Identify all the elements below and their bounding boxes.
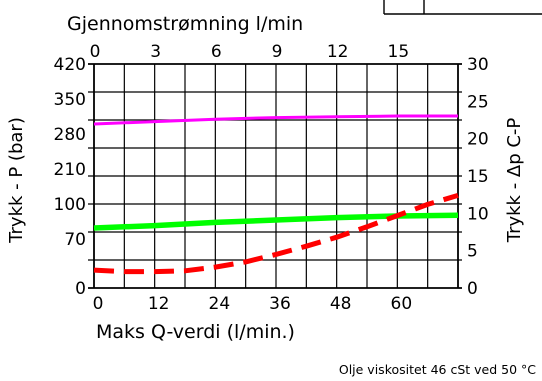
left-tick-label: 420 — [54, 55, 86, 75]
left-tick-label: 100 — [54, 195, 86, 215]
right-tick-label: 5 — [467, 242, 478, 262]
top-tick-label: 12 — [327, 42, 349, 62]
bottom-tick-label: 0 — [93, 294, 104, 314]
bottom-tick-label: 24 — [209, 294, 231, 314]
right-tick-label: 25 — [467, 92, 489, 112]
left-axis-ticks: 420 350 280 210 100 70 0 — [54, 55, 86, 299]
right-tick-label: 10 — [467, 204, 489, 224]
bottom-axis-ticks: 0 12 24 36 48 60 — [93, 294, 413, 314]
bottom-axis-title: Maks Q-verdi (l/min.) — [96, 321, 295, 343]
right-tick-label: 0 — [467, 279, 478, 299]
right-axis-title: Trykk - Δp C-P — [504, 118, 525, 244]
left-tick-label: 280 — [54, 125, 86, 145]
corner-table-fragment — [383, 0, 542, 15]
top-tick-label: 3 — [150, 42, 161, 62]
chart-grid — [88, 63, 462, 289]
top-tick-label: 9 — [272, 42, 283, 62]
left-axis-title: Trykk - P (bar) — [6, 117, 27, 244]
bottom-tick-label: 60 — [391, 294, 413, 314]
left-tick-label: 350 — [54, 90, 86, 110]
series-line-2 — [93, 193, 459, 275]
bottom-tick-label: 48 — [330, 294, 352, 314]
bottom-tick-label: 36 — [269, 294, 291, 314]
right-tick-label: 15 — [467, 167, 489, 187]
top-axis-ticks: 0 3 6 9 12 15 — [90, 42, 410, 62]
top-axis-title: Gjennomstrømning l/min — [67, 13, 303, 35]
left-tick-label: 70 — [64, 230, 86, 250]
series-line-0 — [93, 114, 458, 126]
top-tick-label: 15 — [388, 42, 410, 62]
viscosity-note: Olje viskositet 46 cSt ved 50 °C — [339, 362, 536, 377]
bottom-tick-label: 12 — [148, 294, 170, 314]
left-tick-label: 210 — [54, 160, 86, 180]
right-tick-label: 20 — [467, 130, 489, 150]
right-tick-label: 30 — [467, 55, 489, 75]
left-tick-label: 0 — [75, 279, 86, 299]
top-tick-label: 0 — [90, 42, 101, 62]
right-axis-ticks: 30 25 20 15 10 5 0 — [467, 55, 489, 299]
top-tick-label: 6 — [211, 42, 222, 62]
series-layer — [93, 114, 459, 275]
